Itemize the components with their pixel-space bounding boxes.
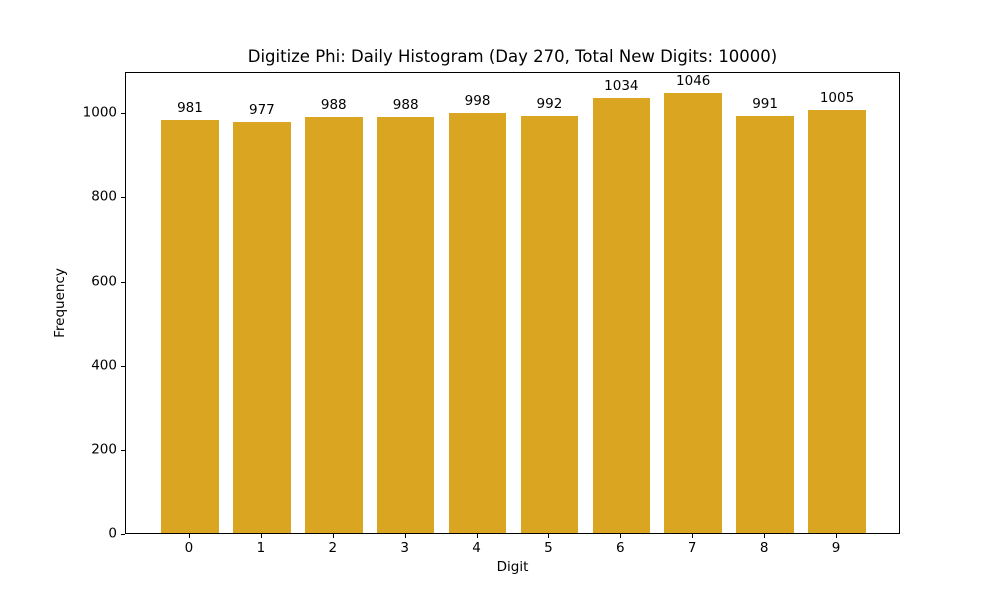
x-axis-label: Digit: [496, 559, 529, 575]
bar-digit-5: [520, 115, 579, 533]
bar-digit-2: [305, 117, 363, 533]
bar-value-label: 1034: [604, 78, 639, 95]
y-tick-label: 600: [91, 272, 117, 289]
bar-value-label: 992: [536, 95, 563, 112]
bar-digit-7: [664, 93, 722, 533]
x-tick-mark: [476, 534, 478, 538]
x-tick-mark: [188, 534, 190, 538]
bar-value-label: 1005: [819, 90, 855, 107]
y-tick-label: 400: [91, 356, 117, 373]
bar-value-label: 1046: [676, 73, 711, 89]
x-tick-label: 8: [759, 540, 769, 556]
y-tick-mark: [121, 534, 125, 535]
bar-value-label: 981: [177, 100, 203, 117]
x-tick-mark: [620, 534, 622, 538]
y-tick-mark: [121, 449, 125, 451]
x-tick-label: 5: [544, 540, 553, 556]
x-tick-label: 6: [616, 540, 625, 556]
x-tick-label: 9: [831, 540, 841, 556]
bar-digit-3: [376, 117, 435, 533]
bar-value-label: 998: [464, 93, 491, 110]
chart-title: Digitize Phi: Daily Histogram (Day 270, …: [247, 47, 778, 66]
x-tick-label: 2: [328, 540, 338, 556]
x-tick-mark: [764, 534, 766, 538]
y-tick-label: 0: [108, 525, 117, 542]
plot-area: 981 977 988 988 998 992 1034 1046 991 1005: [125, 72, 900, 534]
bar-digit-4: [448, 113, 507, 533]
y-tick-label: 200: [91, 441, 117, 458]
x-tick-label: 7: [687, 540, 697, 556]
bar-digit-0: [161, 120, 219, 533]
bar-value-label: 977: [248, 102, 275, 119]
x-tick-label: 0: [184, 540, 194, 556]
y-tick-mark: [121, 113, 125, 115]
y-tick-label: 800: [91, 188, 117, 205]
x-tick-label: 4: [472, 540, 481, 556]
x-tick-mark: [260, 534, 262, 538]
y-tick-label: 1000: [82, 104, 117, 121]
x-tick-mark: [332, 534, 334, 538]
x-tick-mark: [548, 534, 550, 538]
bar-value-label: 988: [392, 97, 419, 114]
x-tick-label: 1: [256, 540, 266, 556]
bar-value-label: 988: [320, 97, 347, 114]
y-tick-mark: [121, 197, 125, 199]
y-tick-mark: [121, 365, 125, 367]
x-tick-mark: [692, 534, 694, 538]
bar-digit-9: [808, 110, 866, 533]
x-tick-mark: [836, 534, 838, 538]
x-tick-label: 3: [400, 540, 409, 556]
bar-digit-6: [592, 98, 651, 533]
x-tick-mark: [404, 534, 406, 538]
bar-digit-1: [233, 122, 291, 533]
bar-value-label: 991: [752, 96, 778, 113]
y-tick-mark: [121, 281, 125, 283]
bar-digit-8: [736, 116, 794, 533]
